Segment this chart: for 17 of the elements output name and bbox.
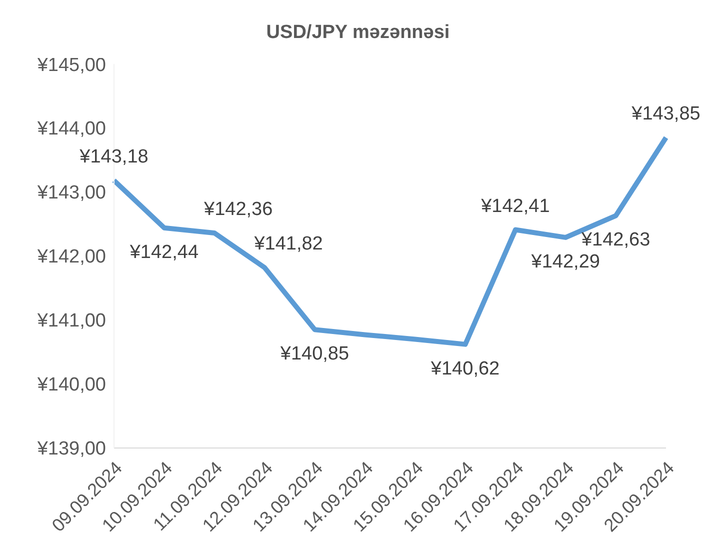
y-tick-label: ¥142,00	[36, 246, 106, 268]
y-tick-label: ¥139,00	[36, 438, 106, 460]
data-label: ¥143,18	[78, 146, 148, 168]
data-label: ¥142,29	[530, 251, 600, 272]
data-label: ¥142,44	[128, 242, 199, 263]
y-tick-label: ¥143,00	[36, 182, 106, 204]
y-tick-label: ¥144,00	[36, 118, 106, 140]
data-label: ¥140,85	[279, 344, 350, 365]
y-tick-label: ¥140,00	[36, 374, 106, 396]
y-tick-label: ¥141,00	[36, 310, 106, 332]
data-label: ¥141,82	[253, 234, 323, 255]
data-label: ¥140,62	[430, 358, 500, 380]
data-label: ¥142,36	[203, 198, 273, 220]
data-label: ¥143,85	[630, 104, 700, 125]
data-label: ¥142,41	[480, 196, 550, 217]
chart-title: USD/JPY məzənnəsi	[266, 22, 450, 43]
data-label: ¥142,63	[580, 230, 650, 251]
